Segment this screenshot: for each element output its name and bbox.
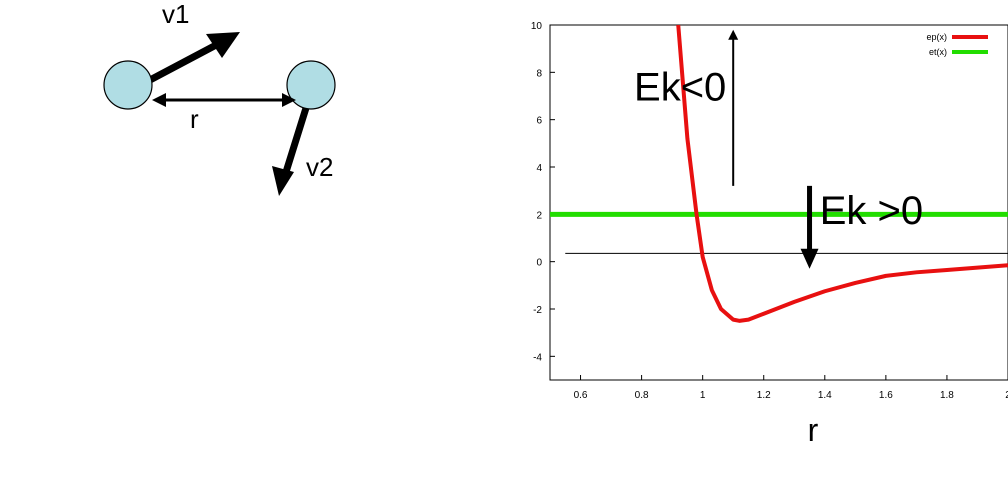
y-tick-label: 8 — [536, 68, 542, 79]
plot-frame — [549, 24, 1008, 381]
annotation-ek-positive: Ek >0 — [820, 189, 923, 233]
distance-label: r — [190, 104, 199, 134]
y-tick-label: 4 — [536, 163, 542, 174]
arrow-down-head — [800, 248, 819, 269]
y-tick-label: -2 — [533, 305, 542, 316]
x-tick-label: 2 — [1005, 390, 1008, 401]
annotation-ek-negative: Ek<0 — [634, 66, 726, 110]
arrow-up-head — [728, 29, 739, 40]
v2-arrow — [282, 106, 310, 174]
series-ep-line — [676, 25, 1008, 323]
x-tick-label: 1 — [700, 390, 706, 401]
x-axis: 0.6 0.8 1 1.2 1.4 1.6 1.8 2 — [574, 375, 1008, 401]
x-tick-label: 1.6 — [879, 390, 893, 401]
legend: ep(x) et(x) — [926, 32, 988, 57]
annotations — [728, 29, 819, 269]
x-tick-label: 1.4 — [818, 390, 832, 401]
particle-1 — [103, 60, 153, 110]
x-tick-label: 0.8 — [635, 390, 649, 401]
v2-arrowhead — [272, 166, 294, 196]
legend-label-et: et(x) — [929, 47, 947, 57]
y-tick-label: 10 — [531, 21, 543, 32]
particle-diagram: v1 v2 r — [103, 0, 336, 196]
distance-arrowhead-left — [152, 93, 166, 107]
x-tick-label: 1.8 — [940, 390, 954, 401]
legend-label-ep: ep(x) — [926, 32, 947, 42]
v1-arrowhead — [206, 32, 240, 58]
y-tick-label: 2 — [536, 210, 542, 221]
v2-label: v2 — [306, 152, 333, 182]
x-axis-label: r — [808, 412, 819, 448]
v1-label: v1 — [162, 0, 189, 29]
v1-arrow — [148, 40, 220, 84]
y-tick-label: 6 — [536, 116, 542, 127]
y-tick-label: -4 — [533, 352, 542, 363]
x-tick-label: 1.2 — [757, 390, 771, 401]
potential-chart: 10 8 6 4 2 0 -2 -4 0.6 0.8 1 1.2 1.4 1.6 1.8 2 ep(x) e… — [531, 21, 1008, 448]
x-tick-label: 0.6 — [574, 390, 588, 401]
y-tick-label: 0 — [536, 258, 542, 269]
particle-2 — [286, 60, 336, 110]
y-axis: 10 8 6 4 2 0 -2 -4 — [531, 21, 555, 363]
series-layer — [550, 25, 1008, 323]
distance-arrowhead-right — [282, 93, 296, 107]
